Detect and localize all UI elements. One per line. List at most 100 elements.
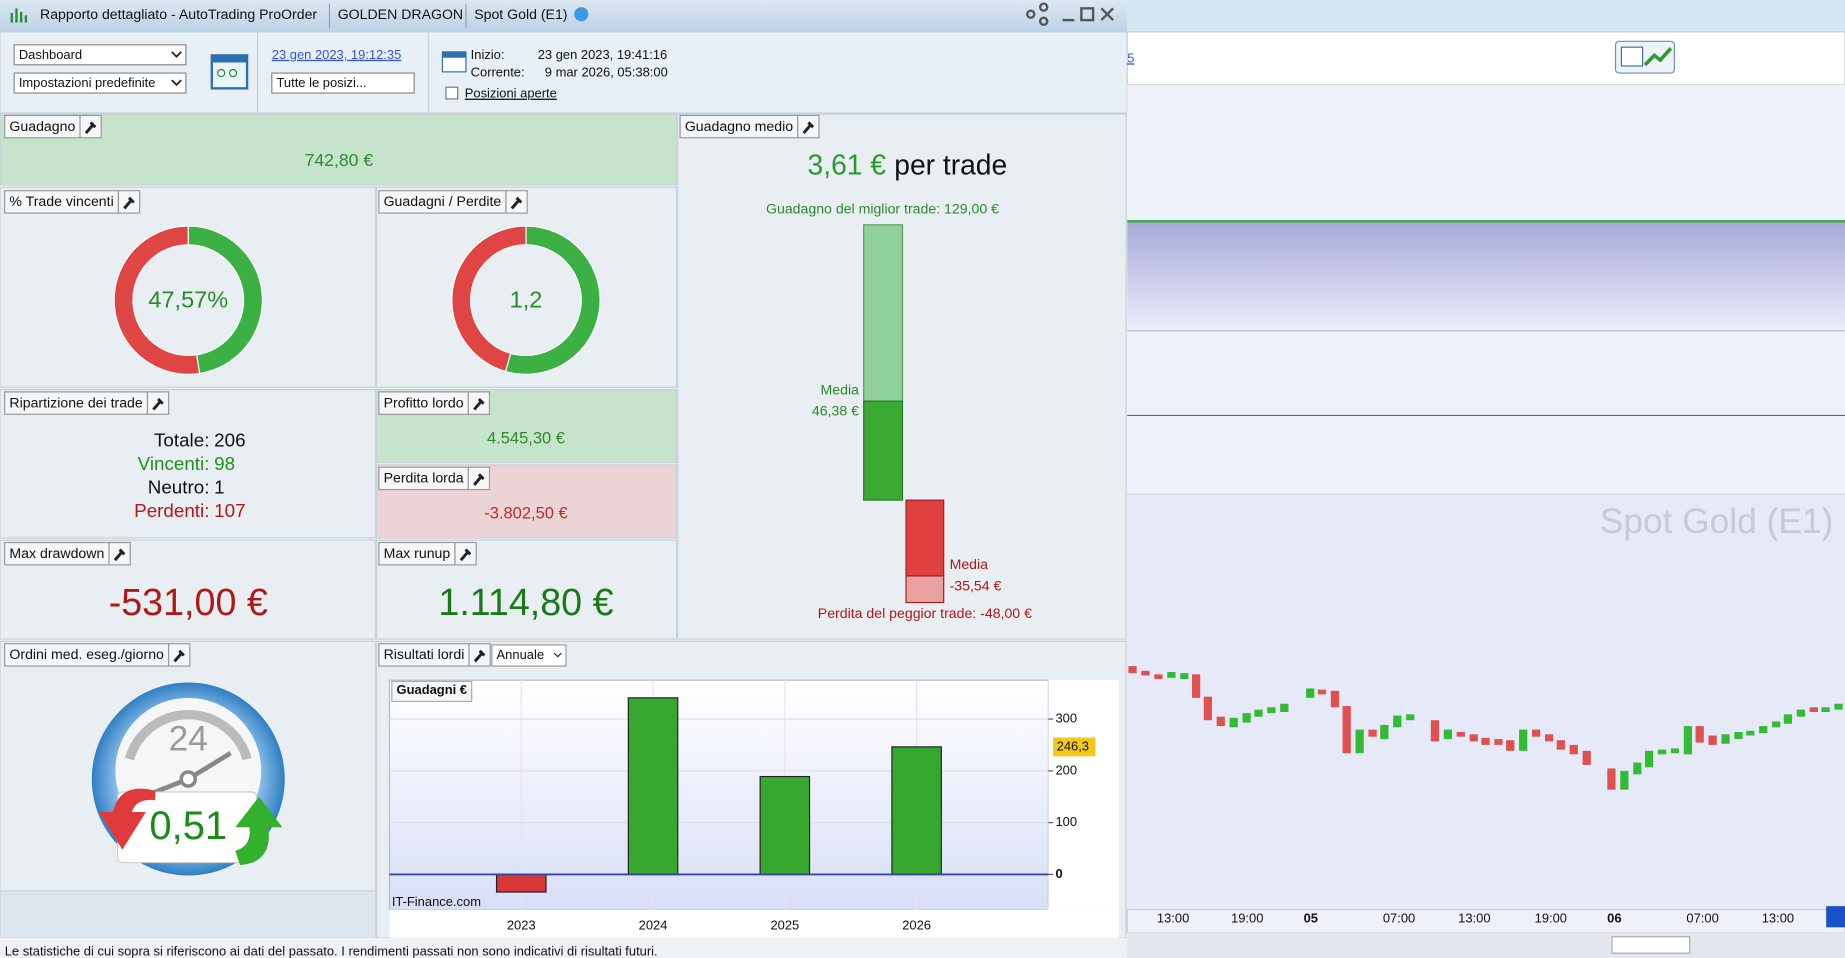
profit-panel <box>0 113 678 186</box>
info-icon[interactable] <box>574 7 589 22</box>
worst-trade-label: Perdita del peggior trade: -48,00 € <box>818 605 1032 621</box>
report-icon[interactable] <box>210 54 249 90</box>
scrollbar[interactable] <box>1127 933 1845 958</box>
avg-win-bar <box>863 400 904 501</box>
runup-value: 1.114,80 € <box>438 581 613 623</box>
time-label: 13:00 <box>1458 910 1490 925</box>
candles <box>1128 666 1843 790</box>
wrench-icon <box>152 397 164 411</box>
date-link[interactable]: 23 gen 2023, 19:12:35 <box>272 47 401 62</box>
last-value-marker <box>1053 737 1096 757</box>
bar <box>627 697 679 876</box>
instrument-watermark: Spot Gold (E1) <box>1600 502 1833 541</box>
wrench-icon <box>173 649 185 663</box>
period-select-text: Annuale <box>497 647 544 662</box>
chart-title: Guadagni € <box>397 682 467 697</box>
open-positions-label[interactable]: Posizioni aperte <box>465 86 557 101</box>
best-trade-bar <box>863 224 904 402</box>
panel-title: Profitto lordo <box>384 394 464 410</box>
close[interactable] <box>1100 7 1114 21</box>
calendar-icon <box>441 51 467 73</box>
link-fragment[interactable]: 5 <box>1127 50 1134 65</box>
indicator-band <box>1127 221 1845 331</box>
x-tick-label: 2023 <box>507 918 536 933</box>
avg-loss-label: -35,54 € <box>950 577 1002 593</box>
avg-win-label: 46,38 € <box>812 402 859 418</box>
time-label: 06 <box>1607 910 1621 925</box>
breakdown-label: Perdenti: <box>134 500 209 521</box>
y-tick-label: 300 <box>1055 710 1077 725</box>
wrench-icon <box>473 473 485 486</box>
view-select-text: Dashboard <box>19 47 82 62</box>
preset-select[interactable] <box>13 72 187 94</box>
results-xaxis-area <box>389 909 1120 938</box>
preset-select-text: Impostazioni predefinite <box>19 75 156 90</box>
wrench-icon <box>459 548 472 562</box>
panel-title: Guadagni / Perdite <box>384 193 502 209</box>
panel-title: Guadagno medio <box>685 118 793 134</box>
positions-select-text: Tutte le posizi... <box>277 75 367 90</box>
x-tick-label: 2026 <box>902 918 931 933</box>
disclaimer: Le statistiche di cui sopra si riferisco… <box>5 943 658 958</box>
breakdown-label: Neutro: <box>148 476 210 497</box>
app-icon <box>10 8 28 23</box>
x-tick-label: 2024 <box>639 918 668 933</box>
wrench-icon <box>113 548 126 562</box>
positions-select[interactable] <box>271 72 415 94</box>
avg-gain-unit: per trade <box>894 149 1007 181</box>
source-label: IT-Finance.com <box>392 894 481 909</box>
toolbar <box>0 31 1128 114</box>
gain-loss-panel <box>375 186 678 388</box>
time-label: 19:00 <box>1535 910 1567 925</box>
select-arrow <box>553 652 562 658</box>
x-tick-label: 2025 <box>770 918 799 933</box>
period-select[interactable] <box>491 644 567 667</box>
time-label: 13:00 <box>1157 910 1189 925</box>
donut-segment <box>504 225 601 375</box>
panel-title: Perdita lorda <box>384 470 464 486</box>
current-date: 9 mar 2026, 05:38:00 <box>545 64 668 79</box>
drawdown-value: -531,00 € <box>109 581 268 623</box>
price-panel <box>1127 494 1845 910</box>
start-label: Inizio: <box>471 47 505 62</box>
wrench-icon <box>473 397 485 411</box>
scroll-thumb[interactable] <box>1611 936 1691 954</box>
open-positions-checkbox[interactable] <box>445 86 459 100</box>
wrench-icon <box>84 121 97 135</box>
avg-gain-value: 3,61 € <box>808 149 887 181</box>
gauge-hours: 24 <box>169 720 208 759</box>
profit-value: 742,80 € <box>305 150 374 170</box>
view-select[interactable] <box>13 44 187 66</box>
donut-center-label: 1,2 <box>510 287 543 313</box>
donut-segment <box>113 225 201 375</box>
panel-title: % Trade vincenti <box>9 193 113 209</box>
bar <box>495 873 547 893</box>
time-label: 13:00 <box>1762 910 1794 925</box>
wrench-icon <box>473 649 486 663</box>
scroll-right-button[interactable] <box>1826 906 1845 928</box>
avg-loss-title: Media <box>950 556 989 572</box>
avg-loss-bar <box>905 499 945 577</box>
maximize[interactable] <box>1080 7 1095 22</box>
panel-title: Guadagno <box>9 118 75 134</box>
best-trade-label: Guadagno del miglior trade: 129,00 € <box>766 200 999 216</box>
strategy-name: GOLDEN DRAGON <box>338 6 463 22</box>
start-date: 23 gen 2023, 19:41:16 <box>538 47 668 62</box>
avg-win-title: Media <box>821 381 860 397</box>
window-title: Rapporto dettagliato - AutoTrading ProOr… <box>40 6 317 22</box>
breakdown-label: Totale: <box>154 429 209 450</box>
panel-title: Risultati lordi <box>384 646 465 662</box>
current-label: Corrente: <box>471 64 525 79</box>
last-value-label: 246,3 <box>1057 738 1089 753</box>
time-label: 07:00 <box>1686 910 1718 925</box>
breakdown-value: 206 <box>214 429 245 450</box>
bar <box>759 775 811 876</box>
share-icon[interactable] <box>1026 9 1036 19</box>
breakdown-value: 98 <box>214 453 235 474</box>
wrench-icon <box>510 196 523 210</box>
price-icon[interactable] <box>1614 40 1675 74</box>
orders-gauge <box>91 682 285 876</box>
wrench-icon <box>123 196 135 210</box>
